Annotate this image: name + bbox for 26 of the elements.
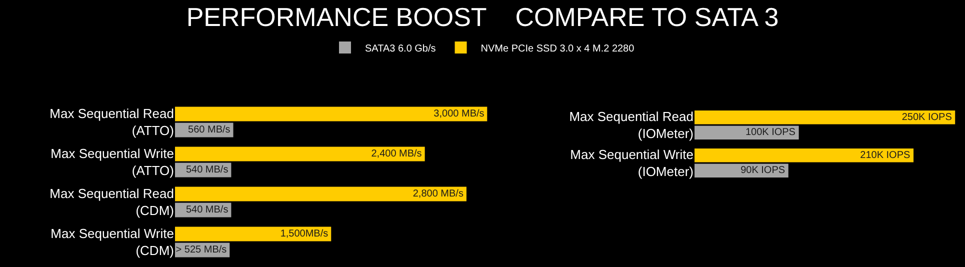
y-tick-label: Max Sequential Read (ATTO): [50, 106, 174, 138]
y-tick-label: Max Sequential Read (IOMeter): [569, 109, 694, 141]
y-tick-label: Max Sequential Write (IOMeter): [570, 147, 694, 179]
data-label: > 525 MB/s: [176, 244, 227, 256]
data-label: 90K IOPS: [740, 165, 786, 176]
data-label: 560 MB/s: [188, 124, 230, 136]
data-label: 250K IOPS: [902, 112, 952, 123]
chart-title: PERFORMANCE BOOST COMPARE TO SATA 3: [186, 2, 779, 32]
data-label: 100K IOPS: [745, 127, 796, 138]
bar: [174, 106, 488, 122]
bar: [694, 110, 956, 124]
y-tick-label: Max Sequential Write (CDM): [50, 226, 174, 258]
data-label: 540 MB/s: [186, 164, 228, 176]
y-tick-label: Max Sequential Read (CDM): [50, 186, 174, 218]
legend-label: SATA3 6.0 Gb/s: [365, 43, 436, 54]
data-label: 2,400 MB/s: [371, 148, 422, 160]
y-tick-label: Max Sequential Write (ATTO): [50, 146, 174, 178]
data-label: 210K IOPS: [860, 150, 911, 161]
data-label: 540 MB/s: [186, 204, 228, 216]
bar: [174, 146, 425, 162]
data-label: 1,500MB/s: [280, 228, 328, 240]
bar: [174, 186, 466, 202]
legend-label: NVMe PCIe SSD 3.0 x 4 M.2 2280: [480, 43, 635, 54]
bar: [694, 148, 914, 162]
data-label: 2,800 MB/s: [412, 188, 464, 200]
data-label: 3,000 MB/s: [434, 108, 484, 120]
